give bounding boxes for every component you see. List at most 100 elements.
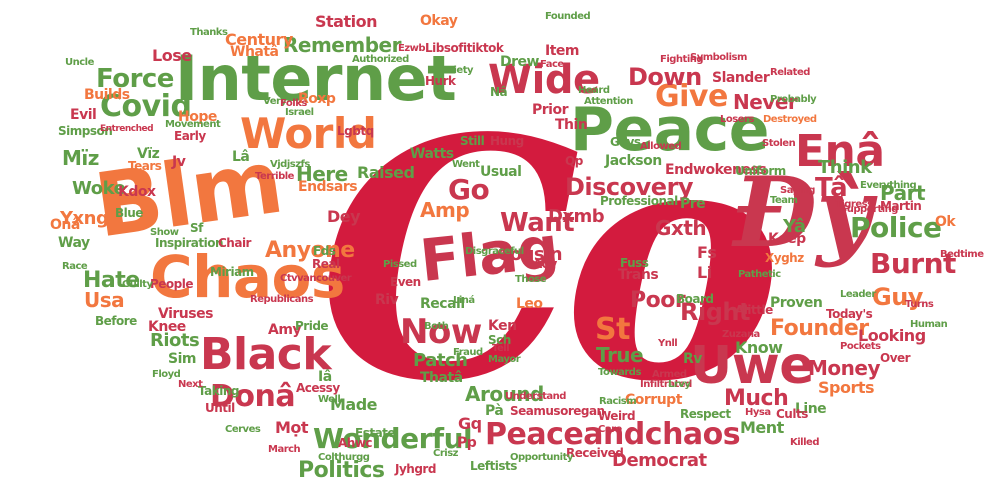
word-losers: Losers [720, 114, 754, 125]
word-vjdjsz: Vjdjszfs [270, 159, 310, 170]
word-hope: Hope [178, 109, 217, 125]
word-pockets: Pockets [840, 341, 881, 352]
word-bedtime: Bedtime [940, 249, 984, 260]
word-show: Show [150, 227, 179, 238]
word-lrvy: Lrvy [668, 379, 691, 390]
word-alittle: Alittle [735, 303, 773, 317]
word-cousin: Cousin [497, 244, 563, 265]
word-police: Police [850, 211, 942, 244]
word-seamusoregan: Seamusoregan [510, 404, 605, 418]
word-around: Around [465, 382, 544, 406]
word-leader: Leader [840, 289, 876, 300]
word-trans: Trans [618, 267, 659, 283]
word-well: Well [318, 394, 341, 405]
word-woke: Woke [72, 178, 126, 199]
word-stolen: Stolen [762, 138, 796, 149]
word-democrat: Democrat [612, 450, 707, 471]
word-guilty: Guilty [122, 279, 153, 290]
word-kdox: Kdox [118, 184, 156, 200]
word-understand: Understand [505, 391, 566, 402]
word-even: Even [390, 275, 421, 289]
word-fs: Fs [697, 243, 717, 262]
word-simpson: Simpson [58, 124, 113, 138]
word-eswb: Ezwb [398, 43, 426, 54]
word-made: Made [330, 395, 378, 414]
word-burnt: Burnt [870, 247, 956, 280]
word-la: Lâ [232, 149, 250, 165]
word-anyone: Anyone [265, 238, 355, 263]
word-tears: Tears [128, 159, 162, 173]
word-knee: Knee [148, 319, 186, 335]
word-qp: Qp [565, 154, 583, 168]
word-world: World [240, 109, 377, 158]
word-lgbtq: Lgbtq [337, 124, 374, 138]
word-killed: Killed [790, 437, 819, 448]
word-next: Next [178, 379, 203, 390]
word-wonderful: Wonderful [313, 422, 473, 455]
word-ken: Ken [488, 318, 517, 334]
word-pa: Pà [485, 403, 504, 419]
word-martin: Martin [880, 199, 922, 213]
word-part: Part [880, 181, 926, 205]
word-received: Received [566, 446, 624, 460]
word-board: Board [676, 292, 714, 306]
word-usa: Usa [84, 288, 125, 312]
word-raised: Raised [357, 163, 415, 182]
word-gxth: Gxth [655, 216, 707, 240]
word-thin: Thin [555, 117, 588, 133]
word-poor: Poor [630, 288, 686, 313]
word-peaceandchaos: Peaceandchaos [485, 417, 741, 452]
word-internet: Internet [175, 42, 457, 115]
word-ctvvancouver: Ctvvancouver [280, 273, 352, 284]
word-wide: Wide [488, 57, 600, 103]
word-dy: Đỳ [733, 156, 872, 269]
word-right: Right [680, 298, 750, 326]
word-remember: Remember [283, 33, 401, 57]
word-ya: Yâ [783, 216, 806, 237]
word-society: Society [435, 65, 474, 76]
word-march: March [268, 444, 301, 455]
word-century: Century [225, 30, 293, 49]
word-uncle: Uncle [65, 57, 94, 68]
word-rv: Rv [683, 351, 702, 367]
word-very: Very [263, 96, 287, 107]
word-early: Early [174, 129, 206, 143]
word-founded: Founded [545, 11, 591, 22]
word-st: St [595, 312, 630, 347]
word-fight: Fighting [660, 54, 704, 65]
word-mayor: Mayor [488, 354, 521, 365]
word-infiltrated: Infiltrated [640, 379, 692, 390]
word-cults: Cults [776, 407, 808, 421]
word-endsars: Endsars [298, 179, 358, 195]
word-tha: Thatâ [420, 370, 463, 386]
word-supporting: Supporting [840, 204, 898, 215]
word-ment: Ment [740, 418, 784, 437]
word-liná: Liná [453, 295, 475, 306]
word-viruses: Viruses [158, 306, 213, 322]
word-zuzana: Zuzana [722, 329, 760, 340]
word-think: Think [818, 157, 872, 178]
word-okay: Okay [420, 13, 458, 29]
word-professional: Professional [600, 194, 678, 208]
word-miz: Mïz [62, 146, 99, 170]
word-republicans: Republicans [250, 294, 314, 305]
word-sf: Sf [190, 221, 203, 235]
word-team: Team [770, 195, 798, 206]
word-estate: Estate [355, 426, 396, 440]
word-allowed: Allowed [640, 141, 682, 152]
word-never: Never [733, 90, 798, 114]
word-sports: Sports [818, 378, 875, 397]
word-recall: Recall [420, 296, 465, 312]
word-prior: Prior [532, 102, 569, 118]
word-related: Related [770, 67, 810, 78]
word-dey: Dey [327, 207, 361, 226]
word-both: Both [424, 321, 449, 332]
word-leftists: Leftists [470, 459, 517, 473]
word-hung: Hung [490, 134, 524, 148]
word-movement: Movement [165, 119, 221, 130]
word-symbolism: Symbolism [690, 52, 747, 63]
word-now: Now [400, 312, 482, 352]
word-weird: Weird [598, 409, 636, 423]
word-want: Want [500, 208, 575, 238]
word-mot: Mọt [275, 418, 309, 437]
